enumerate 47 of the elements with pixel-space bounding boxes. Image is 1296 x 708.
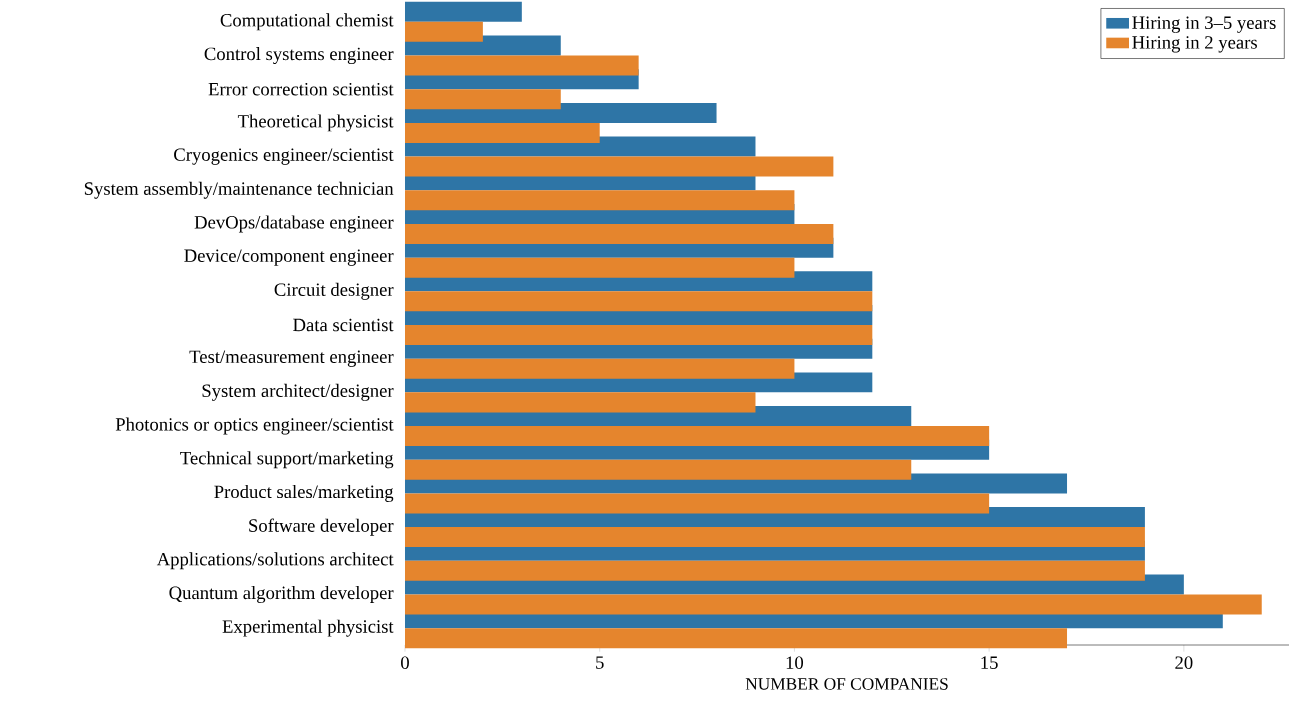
y-tick-label: Software developer [249,518,394,536]
bar [405,55,639,76]
y-tick-label: Control systems engineer [204,47,394,65]
y-tick-label: Experimental physicist [222,619,394,637]
bar [405,257,795,278]
y-tick-label: Product sales/marketing [214,484,394,502]
x-tick-label: 15 [981,656,998,669]
bar [405,392,756,413]
x-tick-label: 5 [596,656,604,669]
bar [405,21,483,42]
y-tick-label: Device/component engineer [184,249,394,266]
y-tick-label: Test/measurement engineer [189,350,394,367]
x-axis-title: NUMBER OF COMPANIES [745,678,948,690]
legend-label: Hiring in 3–5 years [1132,16,1276,33]
bar [405,1,522,22]
bar [405,122,600,143]
y-tick-label: Photonics or optics engineer/scientist [115,417,394,435]
y-tick-label: DevOps/database engineer [194,215,394,233]
y-tick-label: Theoretical physicist [237,114,394,132]
bar [405,459,912,480]
bar [405,325,873,346]
bar [405,358,795,379]
bar [405,291,873,312]
y-tick-label: Technical support/marketing [180,451,394,469]
y-tick-label: Error correction scientist [208,82,394,96]
bar [405,223,834,244]
y-tick-label: Cryogenics engineer/scientist [174,148,394,165]
legend-label: Hiring in 2 years [1132,36,1257,53]
bar [405,594,1262,615]
y-tick-label: System architect/designer [202,383,394,401]
y-tick-label: Circuit designer [274,282,394,300]
x-tick-label: 10 [786,656,804,669]
y-tick-label: Data scientist [293,318,394,332]
bar [405,527,1145,548]
y-tick-label: Computational chemist [220,13,394,31]
bar [405,89,561,110]
bar [405,426,990,447]
x-tick-label: 0 [401,656,409,669]
y-tick-label: System assembly/maintenance technician [84,181,394,199]
bar [405,628,1068,649]
bar [405,560,1145,581]
y-tick-label: Quantum algorithm developer [169,585,394,603]
y-tick-label: Applications/solutions architect [156,552,394,570]
x-tick-label: 20 [1175,656,1193,669]
bar [405,190,795,211]
bar [405,156,834,177]
bar [405,493,990,514]
